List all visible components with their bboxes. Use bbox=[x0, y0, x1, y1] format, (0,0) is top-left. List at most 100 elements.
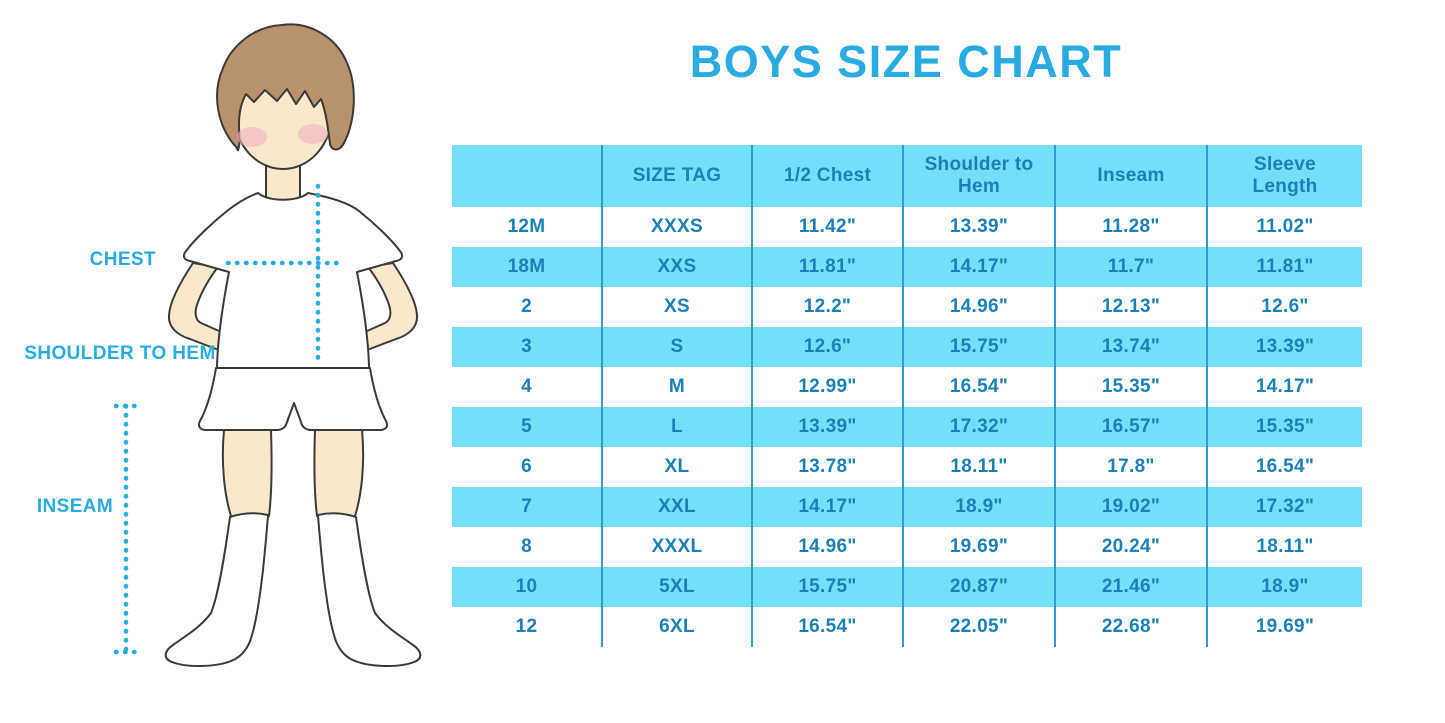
size-value: 11.81" bbox=[753, 247, 904, 287]
size-value: 19.02" bbox=[1056, 487, 1208, 527]
size-value: 11.02" bbox=[1256, 216, 1314, 238]
size-value: 15.75" bbox=[904, 327, 1056, 367]
column-header-1-2-chest: 1/2 Chest bbox=[753, 145, 904, 207]
column-header-shoulder-to-hem: Shoulder to Hem bbox=[904, 145, 1056, 207]
size-row-2: 2 XS 12.2" 14.96" 12.13" 12.6" bbox=[452, 287, 1362, 327]
chest-label: CHEST bbox=[89, 249, 156, 270]
size-value: 20.87" bbox=[904, 567, 1056, 607]
size-value: M bbox=[603, 367, 753, 407]
size-value: L bbox=[603, 407, 753, 447]
size-value: XS bbox=[603, 287, 753, 327]
size-table-header-row: SIZE TAG 1/2 Chest Shoulder to Hem Inseam Sl… bbox=[452, 145, 1362, 207]
boy-hair bbox=[216, 23, 355, 152]
boy-sock-right bbox=[317, 512, 422, 668]
boy-cheek-right bbox=[298, 124, 328, 144]
size-value: S bbox=[603, 327, 753, 367]
size-value: 19.69" bbox=[904, 527, 1056, 567]
size-value: XXXL bbox=[603, 527, 753, 567]
size-value: 17.32" bbox=[1255, 496, 1315, 518]
column-header-inseam: Inseam bbox=[1056, 145, 1208, 207]
size-value: 16.54" bbox=[904, 367, 1056, 407]
size-value: 18.9" bbox=[1261, 576, 1309, 598]
size-label: 12M bbox=[452, 207, 603, 247]
size-value: 12.13" bbox=[1056, 287, 1208, 327]
column-header-row-label bbox=[452, 145, 603, 207]
size-value: XXS bbox=[603, 247, 753, 287]
size-value: 15.35" bbox=[1056, 367, 1208, 407]
column-header-sleeve-length: Sleeve Length bbox=[1252, 154, 1318, 197]
size-value: 16.54" bbox=[1255, 456, 1315, 478]
size-label: 3 bbox=[452, 327, 603, 367]
size-value: 17.8" bbox=[1056, 447, 1208, 487]
size-value: 18.11" bbox=[1256, 536, 1314, 558]
size-value: 21.46" bbox=[1056, 567, 1208, 607]
size-value: 14.96" bbox=[904, 287, 1056, 327]
size-value: XL bbox=[603, 447, 753, 487]
size-value: 13.78" bbox=[753, 447, 904, 487]
size-value: 12.6" bbox=[1261, 296, 1309, 318]
size-label: 10 bbox=[452, 567, 603, 607]
size-value: 17.32" bbox=[904, 407, 1056, 447]
size-row-7: 7 XXL 14.17" 18.9" 19.02" 17.32" bbox=[452, 487, 1362, 527]
size-value: 11.28" bbox=[1056, 207, 1208, 247]
size-value: 12.99" bbox=[753, 367, 904, 407]
size-table-body: 12M XXXS 11.42" 13.39" 11.28" 11.02" 18M XXS 11.… bbox=[452, 207, 1362, 647]
boy-leg-right bbox=[313, 429, 365, 520]
page-title: BOYS SIZE CHART bbox=[689, 36, 1123, 87]
boy-sock-left bbox=[164, 512, 269, 667]
size-row-8: 8 XXXL 14.96" 19.69" 20.24" 18.11" bbox=[452, 527, 1362, 567]
size-row-12m: 12M XXXS 11.42" 13.39" 11.28" 11.02" bbox=[452, 207, 1362, 247]
size-value: 13.74" bbox=[1056, 327, 1208, 367]
size-value: 14.17" bbox=[753, 487, 904, 527]
size-value: 14.17" bbox=[904, 247, 1056, 287]
size-value: 13.39" bbox=[753, 407, 904, 447]
size-label: 8 bbox=[452, 527, 603, 567]
size-value: 5XL bbox=[603, 567, 753, 607]
size-value: 22.68" bbox=[1056, 607, 1208, 647]
size-label: 4 bbox=[452, 367, 603, 407]
size-row-6: 6 XL 13.78" 18.11" 17.8" 16.54" bbox=[452, 447, 1362, 487]
boy-cheek-left bbox=[237, 127, 267, 147]
size-label: 5 bbox=[452, 407, 603, 447]
size-table-header: SIZE TAG 1/2 Chest Shoulder to Hem Inseam Sl… bbox=[452, 145, 1362, 207]
size-value: 19.69" bbox=[1255, 616, 1315, 638]
size-value: 11.81" bbox=[1256, 256, 1314, 278]
size-value: 12.2" bbox=[753, 287, 904, 327]
size-label: 6 bbox=[452, 447, 603, 487]
size-row-10: 10 5XL 15.75" 20.87" 21.46" 18.9" bbox=[452, 567, 1362, 607]
inseam-label: INSEAM bbox=[36, 496, 114, 517]
size-value: 18.11" bbox=[904, 447, 1056, 487]
size-value: 16.57" bbox=[1056, 407, 1208, 447]
column-header-size-tag: SIZE TAG bbox=[603, 145, 753, 207]
size-row-18m: 18M XXS 11.81" 14.17" 11.7" 11.81" bbox=[452, 247, 1362, 287]
size-table: SIZE TAG 1/2 Chest Shoulder to Hem Inseam Sl… bbox=[452, 145, 1362, 647]
size-label: 18M bbox=[452, 247, 603, 287]
size-label: 2 bbox=[452, 287, 603, 327]
size-value: 12.6" bbox=[753, 327, 904, 367]
size-value: 15.75" bbox=[753, 567, 904, 607]
size-value: 13.39" bbox=[1255, 336, 1315, 358]
size-label: 7 bbox=[452, 487, 603, 527]
size-value: 22.05" bbox=[904, 607, 1056, 647]
size-value: 15.35" bbox=[1255, 416, 1315, 438]
boy-tshirt bbox=[182, 192, 404, 369]
boy-leg-left bbox=[221, 429, 273, 520]
size-row-4: 4 M 12.99" 16.54" 15.35" 14.17" bbox=[452, 367, 1362, 407]
size-value: 14.17" bbox=[1255, 376, 1315, 398]
size-value: 13.39" bbox=[904, 207, 1056, 247]
boy-measurement-illustration bbox=[113, 23, 422, 668]
size-value: 20.24" bbox=[1056, 527, 1208, 567]
size-value: 11.42" bbox=[753, 207, 904, 247]
size-value: 6XL bbox=[603, 607, 753, 647]
boy-shorts bbox=[197, 367, 389, 431]
size-value: 11.7" bbox=[1056, 247, 1208, 287]
shoulder-to-hem-label: SHOULDER TO HEM bbox=[24, 343, 216, 364]
size-value: 18.9" bbox=[904, 487, 1056, 527]
size-value: 14.96" bbox=[753, 527, 904, 567]
size-row-3: 3 S 12.6" 15.75" 13.74" 13.39" bbox=[452, 327, 1362, 367]
size-label: 12 bbox=[452, 607, 603, 647]
size-row-12: 12 6XL 16.54" 22.05" 22.68" 19.69" bbox=[452, 607, 1362, 647]
size-value: XXXS bbox=[603, 207, 753, 247]
size-value: XXL bbox=[603, 487, 753, 527]
